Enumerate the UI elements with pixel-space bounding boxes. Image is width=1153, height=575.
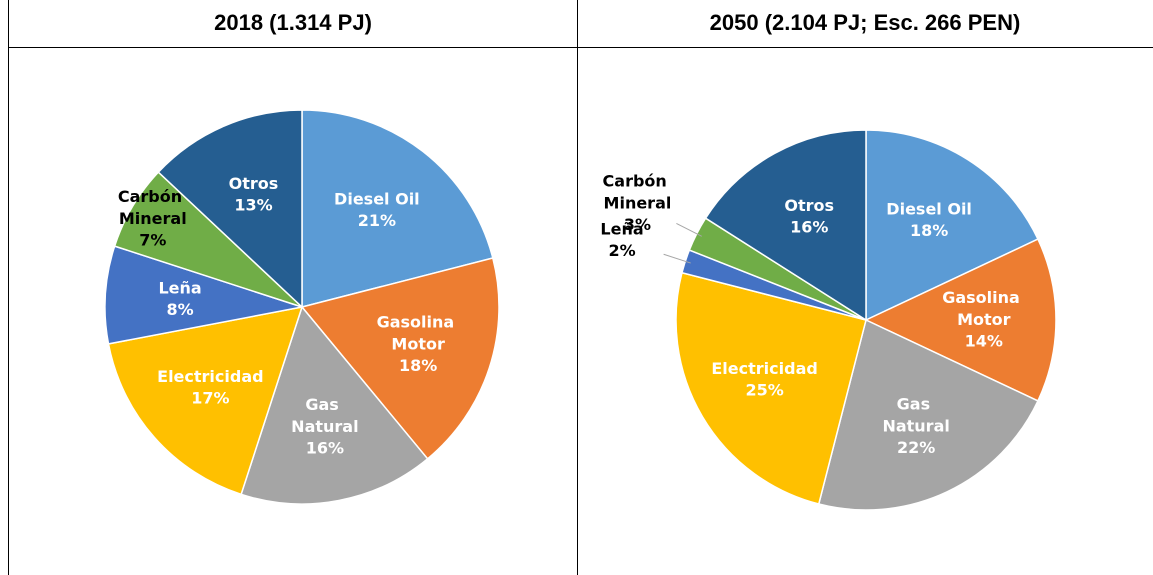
- data-label: 21%: [358, 211, 396, 230]
- slice-name-line: Motor: [957, 310, 1011, 329]
- slice-name-line: Diesel Oil: [334, 189, 420, 208]
- pie-slice: [675, 271, 867, 505]
- slice-name-line: Leña: [158, 278, 201, 297]
- slice-name-line: Leña: [600, 219, 643, 238]
- slice-name: Gasolina Motor: [377, 312, 460, 353]
- pie-slice: [301, 109, 494, 308]
- pie-slice: [865, 129, 1039, 322]
- slice-name-line: Gas: [897, 394, 936, 413]
- data-label: 8%: [167, 300, 194, 319]
- slice-name-line: Electricidad: [711, 358, 817, 377]
- slice-name: Electricidad: [711, 358, 817, 377]
- slice-name-line: Otros: [229, 173, 279, 192]
- data-label: 16%: [790, 217, 828, 236]
- slice-name-line: Motor: [391, 334, 445, 353]
- slice-name-line: Gasolina: [377, 312, 460, 331]
- slice-name-line: Gasolina: [942, 288, 1025, 307]
- pie-slice: [157, 109, 303, 309]
- pie-slice: [240, 305, 429, 505]
- slice-name: Gas Natural: [291, 394, 358, 435]
- slice-name-line: Carbón: [118, 186, 188, 205]
- pie-slice: [817, 318, 1039, 511]
- slice-name: Gasolina Motor: [942, 288, 1025, 329]
- slice-name: Leña: [600, 219, 643, 238]
- data-label: 2%: [608, 241, 635, 260]
- pie-slice: [864, 238, 1057, 402]
- slice-name-line: Electricidad: [157, 366, 263, 385]
- slice-name-line: Mineral: [604, 193, 672, 212]
- slice-name: Gas Natural: [882, 394, 949, 435]
- slice-name: Diesel Oil: [886, 199, 972, 218]
- data-label: 13%: [234, 195, 272, 214]
- slice-name-line: Carbón: [603, 171, 673, 190]
- leader-line: [676, 222, 703, 237]
- slice-name: Otros: [784, 195, 834, 214]
- data-label: 17%: [191, 388, 229, 407]
- slice-name-line: Diesel Oil: [886, 199, 972, 218]
- data-label: 14%: [965, 332, 1003, 351]
- slice-name-line: Natural: [882, 416, 949, 435]
- data-label: 18%: [399, 356, 437, 375]
- slice-name: Otros: [229, 173, 279, 192]
- data-label: 16%: [306, 438, 344, 457]
- pie-slice: [704, 129, 867, 322]
- slice-name: Electricidad: [157, 366, 263, 385]
- slice-name-line: Gas: [305, 394, 344, 413]
- slice-name: Carbón Mineral: [118, 186, 188, 227]
- data-label: 7%: [139, 230, 166, 249]
- slice-name: Diesel Oil: [334, 189, 420, 208]
- data-label: 3%: [624, 215, 651, 234]
- data-label: 18%: [910, 221, 948, 240]
- slice-name-line: Mineral: [119, 208, 187, 227]
- data-label: 22%: [897, 438, 935, 457]
- data-label: 25%: [745, 380, 783, 399]
- slice-name: Carbón Mineral: [603, 171, 673, 212]
- pie-slice: [104, 245, 303, 345]
- pie-slice: [107, 306, 304, 496]
- slice-name-line: Natural: [291, 416, 358, 435]
- chart-title: 2050 (2.104 PJ; Esc. 266 PEN): [710, 10, 1021, 35]
- slice-name: Leña: [158, 278, 201, 297]
- leader-line: [663, 253, 691, 264]
- chart-title: 2018 (1.314 PJ): [214, 10, 372, 35]
- pie-slice: [300, 257, 500, 460]
- slice-name-line: Otros: [784, 195, 834, 214]
